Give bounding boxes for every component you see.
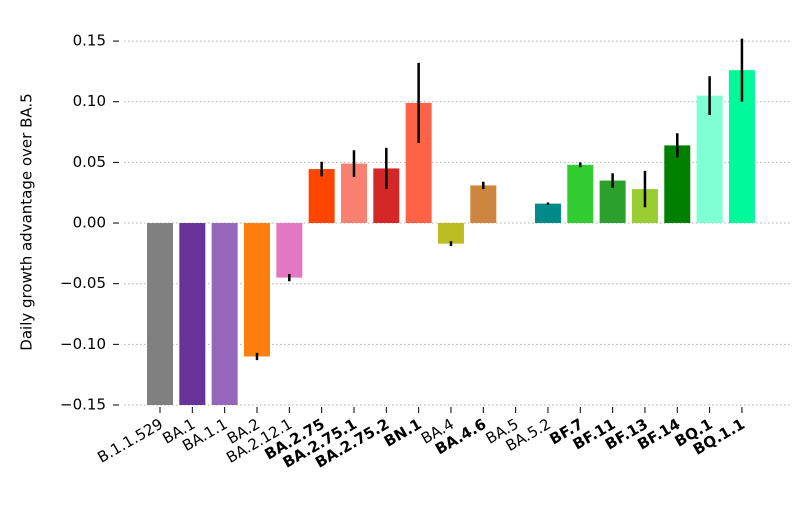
bar — [567, 164, 594, 224]
y-tick-label: −0.05 — [60, 274, 106, 292]
bar — [470, 185, 497, 224]
bar — [664, 145, 691, 224]
bar — [534, 203, 561, 224]
bar — [276, 223, 303, 278]
y-axis-label: Daily growth advantage over BA.5 — [18, 93, 36, 350]
y-tick-label: −0.15 — [60, 396, 106, 414]
bar — [437, 223, 464, 244]
y-tick-label: 0.00 — [73, 214, 106, 232]
y-tick-label: 0.05 — [73, 153, 106, 171]
bar — [308, 169, 335, 224]
bar — [179, 223, 206, 405]
bar — [147, 223, 173, 405]
bar — [243, 223, 270, 357]
y-tick-label: −0.10 — [60, 335, 106, 353]
bar — [211, 223, 238, 405]
bar — [696, 95, 723, 224]
y-tick-label: 0.10 — [73, 92, 106, 110]
x-tick-label: B.1.1.529 — [94, 415, 166, 467]
y-tick-label: 0.15 — [73, 32, 106, 50]
